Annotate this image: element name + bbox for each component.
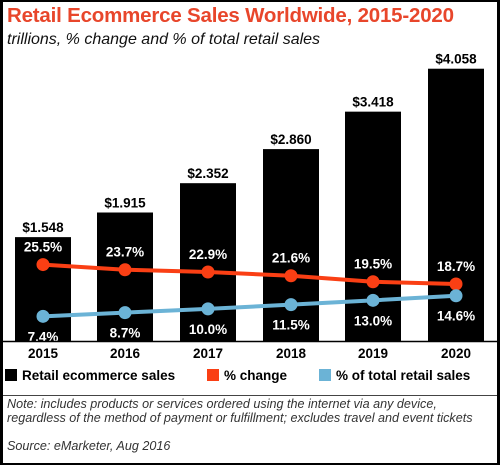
pct-change-label-2020: 18.7% [437,259,475,274]
legend-label-pct-total: % of total retail sales [336,368,471,383]
chart-title: Retail Ecommerce Sales Worldwide, 2015-2… [7,4,454,27]
line-series [36,258,463,323]
legend-item-pct-total: % of total retail sales [319,368,470,383]
pct-change-label-2016: 23.7% [106,245,144,260]
pct-change-label-2017: 22.9% [189,247,227,262]
legend-item-pct-change: % change [207,368,287,383]
pct-total-point-2020 [449,289,463,303]
pct-change-point-2020 [449,277,463,291]
pct-total-line [42,293,457,319]
x-tick-2017: 2017 [193,346,223,361]
bar-label-2015: $1.548 [22,220,64,235]
x-tick-2015: 2015 [28,346,59,361]
bar-series [15,68,484,342]
pct-change-point-2017 [201,265,215,279]
legend-item-sales: Retail ecommerce sales [5,368,175,383]
legend-swatch-pct-total [319,369,331,381]
pct-total-point-2015 [36,309,50,323]
bar-2017 [180,183,236,341]
pct-total-label-2017: 10.0% [189,322,227,337]
pct-total-point-2017 [201,302,215,316]
bar-label-2017: $2.352 [187,166,228,181]
pct-total-label-2016: 8.7% [110,326,141,341]
pct-total-point-2016 [118,306,132,320]
bar-2018 [263,149,319,341]
pct-change-line [42,262,457,287]
x-axis: 2015 2016 2017 2018 2019 2020 [3,340,497,361]
pct-total-label-2019: 13.0% [354,313,392,328]
pct-change-point-2019 [366,275,380,289]
chart-source: Source: eMarketer, Aug 2016 [7,439,171,453]
pct-change-point-2015 [36,258,50,272]
bar-2016 [97,212,153,341]
pct-change-point-2018 [284,269,298,283]
legend-label-pct-change: % change [224,368,288,383]
pct-change-label-2015: 25.5% [24,240,62,255]
bar-label-2016: $1.915 [104,196,146,211]
bar-label-2019: $3.418 [352,95,394,110]
chart-note: Note: includes products or services orde… [7,397,473,425]
legend-label-sales: Retail ecommerce sales [22,368,176,383]
bar-2015 [15,237,71,341]
x-tick-2016: 2016 [110,346,141,361]
chart-area: $1.548 $1.915 $2.352 $2.860 $3.418 $4.058 25.5… [3,52,497,361]
pct-total-point-2018 [284,298,298,312]
pct-total-label-2020: 14.6% [437,309,475,324]
legend-swatch-pct-change [207,369,219,381]
chart-card: Retail Ecommerce Sales Worldwide, 2015-2… [3,2,497,463]
x-tick-2020: 2020 [441,346,471,361]
chart-subtitle: trillions, % change and % of total retai… [7,31,321,48]
data-labels: $1.548 $1.915 $2.352 $2.860 $3.418 $4.058 25.5… [22,52,477,345]
bar-label-2018: $2.860 [270,132,311,147]
pct-total-point-2019 [366,293,380,307]
bar-label-2020: $4.058 [435,52,477,67]
pct-total-label-2018: 11.5% [272,318,310,333]
x-tick-2018: 2018 [276,346,307,361]
pct-change-label-2018: 21.6% [272,251,310,266]
pct-change-point-2016 [118,263,132,277]
pct-change-label-2019: 19.5% [354,257,392,272]
x-tick-2019: 2019 [358,346,388,361]
legend-swatch-sales [5,369,17,381]
pct-total-label-2015: 7.4% [28,329,59,344]
note-divider [3,395,497,396]
